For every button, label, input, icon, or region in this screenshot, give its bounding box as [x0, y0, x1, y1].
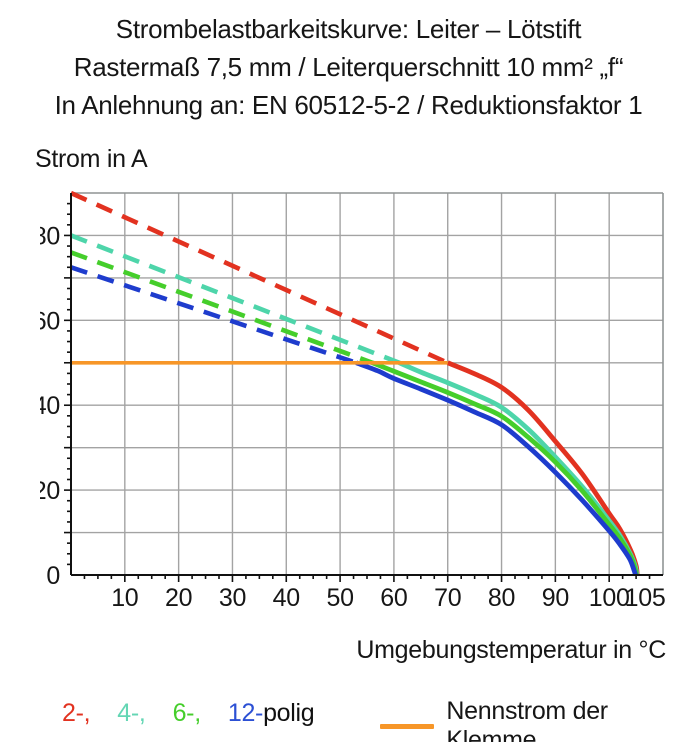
x-tick-label: 70 — [434, 584, 461, 612]
x-tick-label: 90 — [542, 584, 569, 612]
x-tick-label: 30 — [219, 584, 246, 612]
y-tick-label: 40 — [40, 392, 60, 420]
y-tick-label: 60 — [40, 307, 60, 335]
chart-title-line3: In Anlehnung an: EN 60512-5-2 / Reduktio… — [54, 90, 643, 120]
x-tick-label: 100 — [589, 584, 630, 612]
curve-dashed-12-polig — [70, 265, 357, 365]
y-tick-label: 80 — [40, 222, 60, 250]
legend-nennstrom: Nennstrom der Klemme — [380, 697, 697, 742]
legend-poles: 2-, 4-, 6-, 12-polig — [62, 699, 315, 728]
x-tick-label: 60 — [380, 584, 407, 612]
y-axis-title: Strom in A — [35, 145, 148, 173]
curve-dashed-4-polig — [70, 233, 401, 365]
legend-item-6-polig: 6-, — [172, 699, 202, 727]
legend-item-4-polig: 4-, — [117, 699, 146, 727]
x-axis-title: Umgebungstemperatur in °C — [356, 636, 666, 664]
nennstrom-line-swatch — [380, 723, 435, 729]
x-tick-label: 50 — [326, 584, 353, 612]
x-tick-label: 80 — [488, 584, 515, 612]
x-tick-label: 40 — [273, 584, 300, 612]
legend-item-2-polig: 2-, — [62, 699, 91, 727]
chart-title-line1: Strombelastbarkeitskurve: Leiter – Lötst… — [115, 14, 582, 44]
x-tick-label: 105 — [625, 584, 666, 612]
curve-solid-6-polig — [371, 360, 639, 576]
nennstrom-label: Nennstrom der Klemme — [446, 697, 608, 742]
chart-title-block: Strombelastbarkeitskurve: Leiter – Lötst… — [0, 10, 697, 124]
x-tick-label: 20 — [165, 584, 192, 612]
legend-polig-suffix: polig — [263, 699, 315, 727]
curve-dashed-6-polig — [70, 250, 374, 365]
curve-dashed-2-polig — [70, 190, 449, 365]
x-tick-label: 10 — [111, 584, 138, 612]
y-tick-label: 20 — [40, 477, 60, 505]
curve-solid-12-polig — [355, 360, 638, 576]
legend-item-12-polig: 12- — [227, 699, 264, 727]
y-tick-label: 0 — [46, 562, 60, 590]
chart-title-line2: Rastermaß 7,5 mm / Leiterquerschnitt 10 … — [73, 52, 624, 82]
